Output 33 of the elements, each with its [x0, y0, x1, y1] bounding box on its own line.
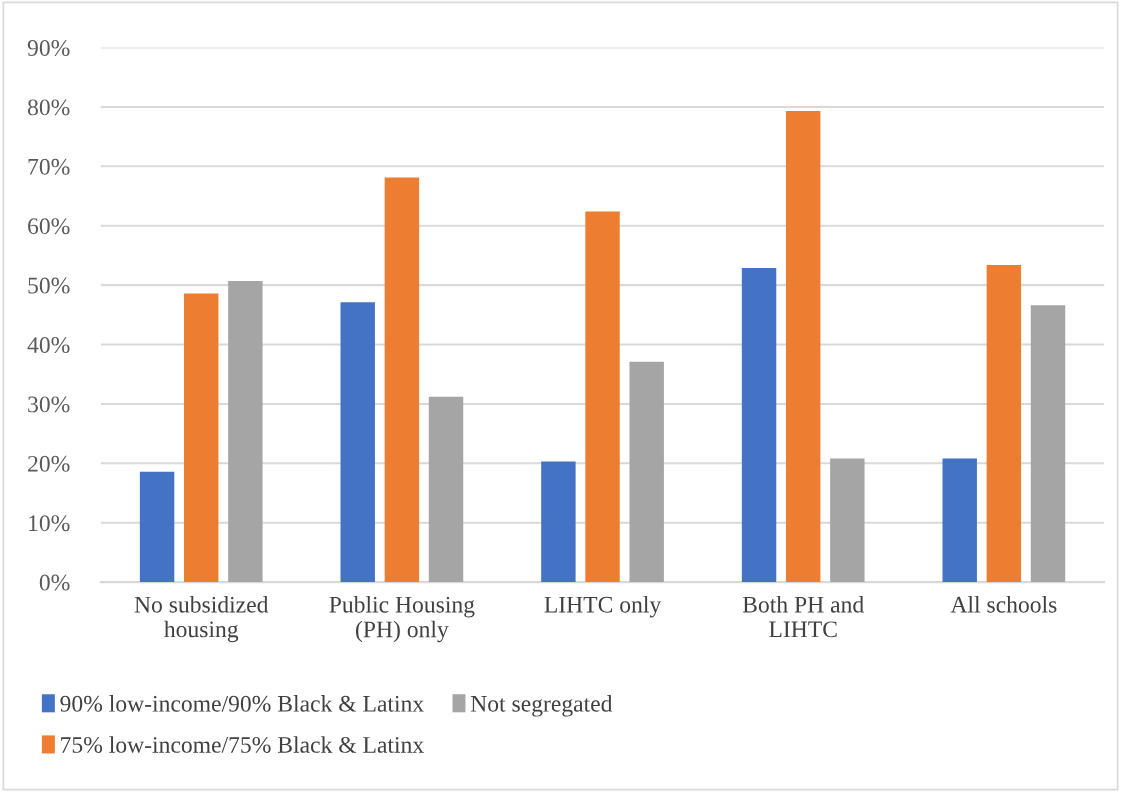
y-tick-label: 90% — [27, 40, 70, 57]
y-tick-label: 0% — [39, 574, 70, 591]
bar — [384, 177, 420, 583]
bar — [830, 458, 865, 583]
x-tick-label: All schools — [950, 596, 1057, 613]
bar — [1030, 305, 1066, 583]
y-tick-label: 50% — [28, 277, 70, 294]
bar — [986, 264, 1022, 583]
y-tick-label: 30% — [28, 396, 70, 413]
y-tick-label: 10% — [29, 515, 70, 532]
y-tick-label: 70% — [28, 158, 70, 175]
y-tick-label: 40% — [27, 337, 70, 354]
bar — [228, 280, 263, 583]
legend-label: 90% low-income/90% Black & Latinx — [60, 695, 424, 712]
bar — [541, 461, 576, 583]
x-tick-label: Public Housing (PH) only — [329, 596, 475, 643]
bar — [139, 471, 175, 583]
bar — [340, 302, 375, 583]
y-tick-label: 80% — [27, 99, 70, 116]
x-tick-label: Both PH and LIHTC — [742, 596, 864, 638]
y-tick-label: 20% — [28, 455, 70, 472]
y-tick-label: 60% — [28, 218, 70, 235]
legend-label: Not segregated — [470, 695, 613, 717]
legend-label: 75% low-income/75% Black & Latinx — [61, 736, 424, 753]
x-tick-label: No subsidized housing — [134, 596, 269, 643]
x-tick-label: LIHTC only — [544, 596, 662, 618]
bar — [585, 211, 620, 583]
bar — [428, 396, 464, 583]
bar — [629, 361, 664, 583]
bar — [942, 458, 977, 583]
bar — [785, 111, 821, 583]
bar — [741, 267, 777, 583]
bar — [184, 293, 219, 583]
